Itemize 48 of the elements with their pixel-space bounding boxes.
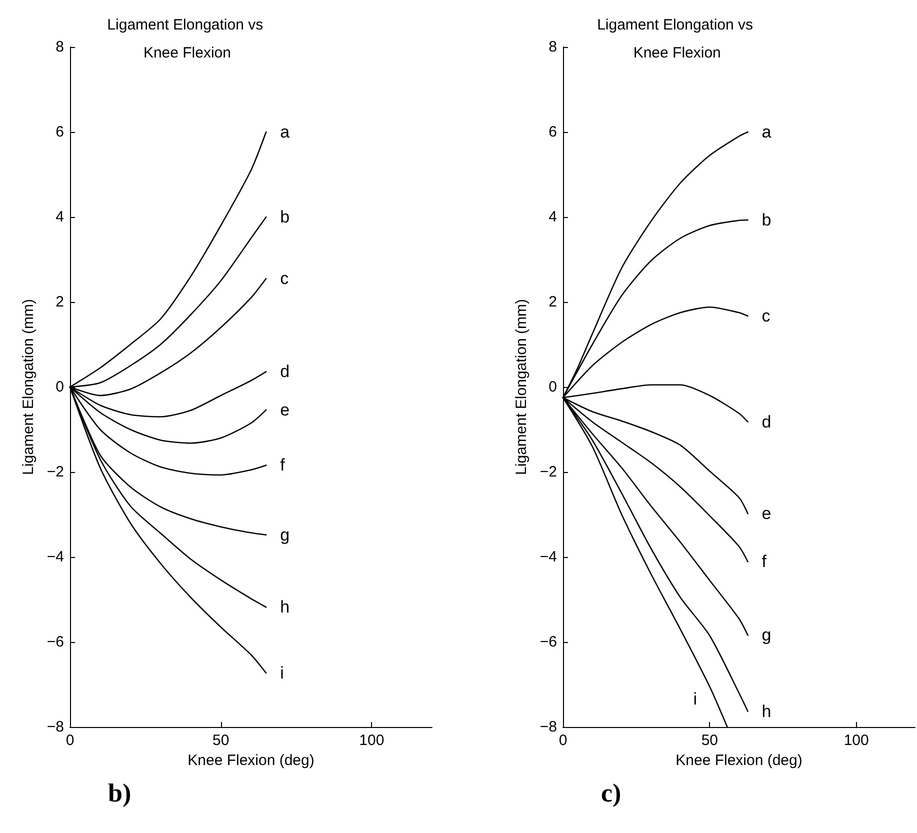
x-tick-label: 50: [212, 732, 230, 749]
y-tick-label: −8: [540, 718, 557, 736]
y-tick-label: 8: [548, 38, 557, 56]
series-label: g: [280, 525, 290, 544]
y-tick-label: −4: [540, 548, 557, 566]
y-axis-title: Ligament Elongation (mm): [20, 299, 37, 475]
chart-title: Ligament Elongation vs Knee Flexion: [597, 16, 758, 62]
series-label: g: [762, 626, 772, 645]
series-label: e: [762, 504, 772, 524]
y-tick-label: 8: [56, 38, 64, 56]
series-label: i: [693, 690, 698, 708]
y-tick-label: −4: [46, 548, 64, 566]
text: c): [601, 778, 622, 808]
series-label: c: [280, 269, 290, 288]
series-label: b: [762, 210, 772, 230]
y-tick-label: 4: [56, 208, 64, 226]
series-label: e: [280, 400, 290, 420]
y-tick-label: 2: [548, 294, 557, 310]
y-tick-label: 6: [56, 124, 64, 140]
series-label: f: [280, 456, 286, 475]
y-tick-label: 2: [56, 294, 64, 310]
series-label: b: [280, 208, 290, 226]
series-label: f: [762, 552, 767, 572]
y-tick-label: −8: [46, 718, 64, 736]
y-tick-label: −2: [46, 464, 64, 480]
series-label: h: [762, 702, 772, 721]
series-label: d: [280, 362, 290, 382]
y-tick-label: 0: [548, 378, 557, 396]
y-tick-label: 4: [548, 208, 557, 226]
y-axis-title: Ligament Elongation (mm): [513, 299, 530, 475]
y-tick-label: −6: [540, 634, 557, 650]
x-tick-label: 100: [844, 732, 869, 749]
series-label: c: [762, 306, 771, 326]
series-label: h: [280, 598, 290, 617]
x-tick-label: 50: [701, 732, 718, 749]
series-label: a: [280, 122, 290, 142]
y-tick-label: −6: [46, 634, 64, 650]
series-label: i: [280, 664, 284, 683]
text: b): [108, 778, 132, 808]
chart-title: Ligament Elongation vs Knee Flexion: [107, 16, 268, 62]
y-tick-label: −2: [540, 464, 557, 480]
x-axis-title: Knee Flexion (deg): [188, 752, 314, 769]
x-axis-title: Knee Flexion (deg): [676, 752, 802, 769]
y-tick-label: 6: [548, 124, 557, 140]
x-tick-label: 100: [359, 732, 384, 749]
y-tick-label: 0: [56, 378, 64, 396]
series-label: d: [762, 412, 772, 432]
series-label: a: [762, 122, 772, 142]
